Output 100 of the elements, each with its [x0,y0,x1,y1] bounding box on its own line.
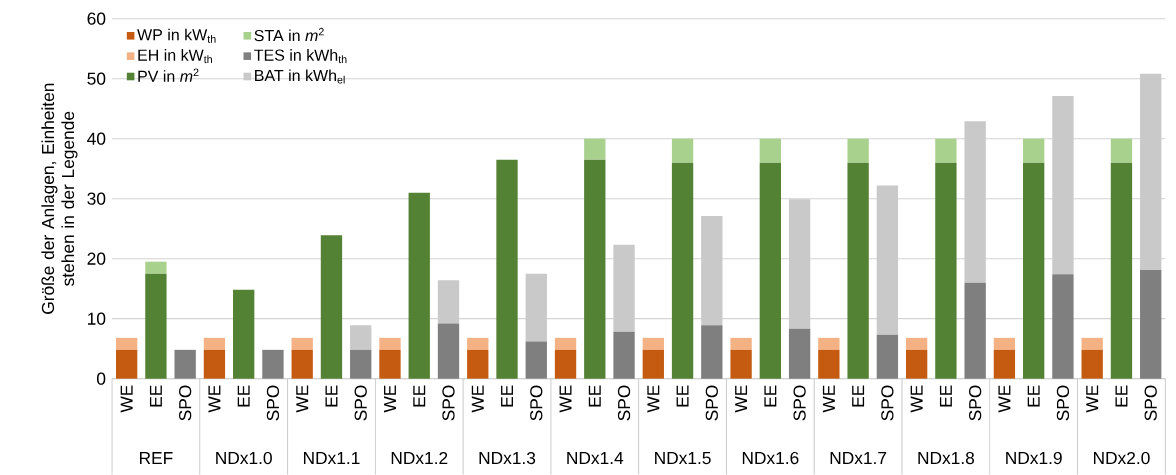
bar [554,350,577,379]
x-tick-label: SPO [1144,385,1157,421]
bar [993,338,1016,351]
x-tick-label: EE [325,385,338,407]
bar [935,138,957,163]
bar [145,273,167,379]
bar [1023,162,1045,379]
y-tick-label: 60 [87,12,106,25]
bar [701,216,723,326]
bar [1081,350,1103,379]
x-tick-label: WE [471,385,484,413]
bar [788,329,811,379]
text: NDx1.8 [918,452,975,465]
x-tick-label: EE [413,385,426,407]
bar [1140,74,1162,271]
bar [876,185,899,336]
bar [467,350,489,379]
x-tick-label: EE [501,385,513,407]
bar [1052,274,1074,379]
bar [671,138,694,163]
x-tick-label: WE [1086,385,1099,413]
x-tick-label: EE [852,385,865,407]
bar [203,350,226,379]
legend-label: BAT in kWh$_{el}$ [255,69,345,84]
y-tick-label: 30 [87,192,106,205]
bar [613,245,635,333]
bar [613,332,635,379]
bar [1052,96,1074,275]
x-tick-label: EE [939,385,952,407]
bar [730,338,752,351]
x-tick-label: EE [1115,385,1128,407]
text: NDx1.4 [567,452,624,465]
bar [1023,138,1045,163]
x-tick-label: WE [910,385,923,413]
bar [554,338,577,351]
x-tick-label: SPO [354,385,367,421]
bar [145,261,167,274]
x-tick-label: WE [384,385,396,413]
x-tick-label: EE [1027,385,1040,407]
legend-label: STA in m$^{2}$ [254,28,324,42]
x-tick-label: EE [588,385,601,407]
x-tick-label: SPO [530,385,543,421]
y-tick-label: 20 [87,252,106,265]
x-tick-label: EE [149,385,162,407]
x-tick-label: WE [296,385,309,413]
legend-label: PV in m$^{2}$ [138,68,199,82]
bar [935,162,957,379]
x-tick-label: SPO [179,385,192,421]
legend-label: TES in kWh$_{th}$ [254,49,347,64]
text: NDx1.5 [655,452,711,465]
x-tick-label: WE [120,385,133,413]
legend-label: WP in kW$_{th}$ [137,28,216,43]
bar [847,162,869,379]
bar [203,338,226,351]
bar [584,159,606,379]
bar [964,121,986,283]
bar [1140,270,1162,379]
bar [115,350,138,379]
bar [379,338,401,351]
bar [291,338,313,351]
bar [408,192,430,379]
text: NDx1.2 [391,452,448,465]
bar [350,350,372,379]
bar [437,280,460,324]
bar [1110,138,1133,163]
x-tick-label: SPO [266,385,280,421]
text: NDx1.7 [830,452,887,465]
bar [350,325,372,351]
x-tick-label: SPO [705,385,718,421]
bar [642,338,664,351]
text: REF [139,452,173,465]
bar [584,138,606,160]
y-tick-label: 40 [87,132,106,145]
text: NDx1.6 [742,452,799,465]
text: NDx1.0 [216,452,272,465]
bar [788,199,811,330]
x-tick-label: WE [735,385,748,413]
bar [320,235,343,379]
x-tick-label: EE [237,385,250,407]
text: NDx2.0 [1093,452,1150,465]
bar [701,325,723,379]
bar [847,138,869,163]
x-tick-label: WE [647,385,660,413]
bar [467,338,489,351]
y-tick-label: 10 [88,312,106,325]
text: NDx1.9 [1006,452,1062,465]
x-tick-label: SPO [617,385,631,421]
bar [379,350,401,379]
bar [993,350,1016,379]
bar [759,162,782,379]
x-tick-label: SPO [881,385,894,421]
bar [671,162,694,379]
y-tick-label: 0 [97,372,106,385]
bar [905,338,928,351]
bar [818,350,840,379]
x-tick-label: WE [998,385,1011,413]
bar [818,338,840,351]
bar [1110,162,1133,379]
x-tick-label: EE [676,385,689,407]
x-tick-label: WE [208,385,221,413]
